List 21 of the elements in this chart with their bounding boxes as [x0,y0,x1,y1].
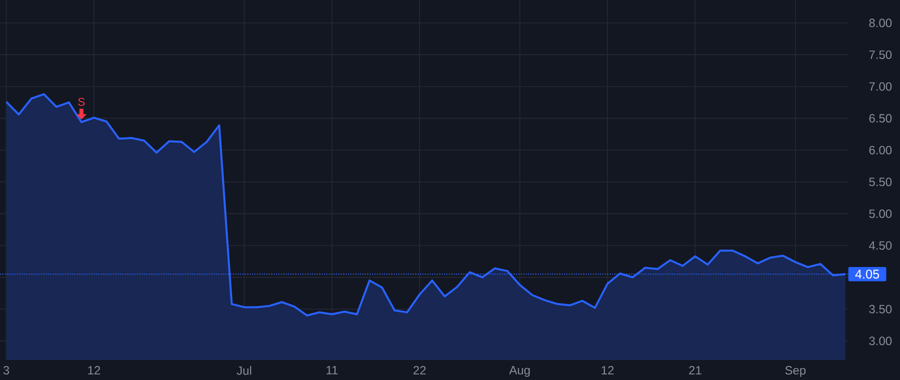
x-tick-label: 11 [326,366,338,374]
x-tick-label: 3 [3,366,10,375]
y-tick-label: 4.50 [868,241,892,250]
x-tick-label: Sep [785,366,806,377]
x-tick-label: 12 [88,366,100,374]
y-tick-label: 3.50 [869,304,892,314]
y-tick-label: 6.50 [869,114,892,123]
x-tick-label: Aug [509,366,530,377]
y-tick-label: 6.00 [869,146,892,154]
annotation: S [78,98,85,106]
x-tick-label: 21 [689,366,702,374]
y-tick-label: 7.50 [869,50,892,59]
y-tick-label: 7.00 [869,82,892,91]
y-tick-label: 5.50 [869,178,892,186]
y-tick-label: 8.00 [869,18,892,28]
x-tick-label: Jul [236,366,252,375]
x-tick-label: 12 [602,366,614,374]
y-tick-label: 5.00 [869,209,892,218]
x-tick-label: 22 [414,366,426,374]
y-tick-label: 3.00 [869,336,892,346]
ref-line-label: 4.05 [855,270,880,279]
